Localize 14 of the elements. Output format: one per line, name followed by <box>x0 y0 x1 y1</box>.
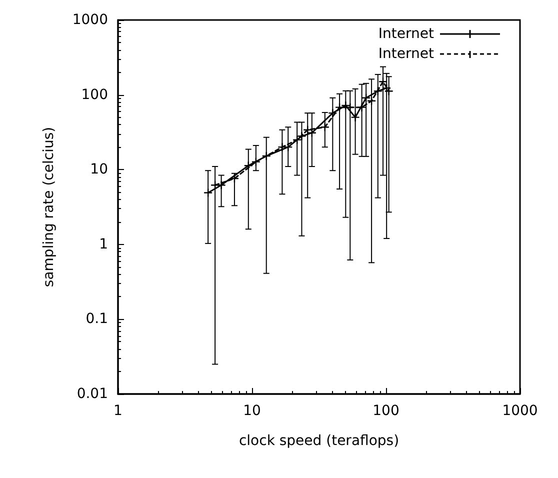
y-tick-label: 1000 <box>72 12 108 28</box>
y-tick-label: 0.1 <box>86 311 108 328</box>
x-tick-label: 1 <box>114 403 122 419</box>
x-tick-label: 1000 <box>502 403 538 419</box>
y-tick-label: 10 <box>90 162 108 178</box>
x-tick-label: 10 <box>243 403 261 419</box>
legend-label: Internet <box>378 46 435 62</box>
x-tick-label: 100 <box>372 403 400 419</box>
y-tick-label: 1 <box>99 236 108 252</box>
y-axis-title: sampling rate (celcius) <box>41 126 57 288</box>
y-tick-label: 0.01 <box>76 386 108 402</box>
y-tick-label: 100 <box>81 86 108 103</box>
legend-label: Internet <box>378 26 435 42</box>
x-axis-title: clock speed (teraflops) <box>238 433 400 449</box>
